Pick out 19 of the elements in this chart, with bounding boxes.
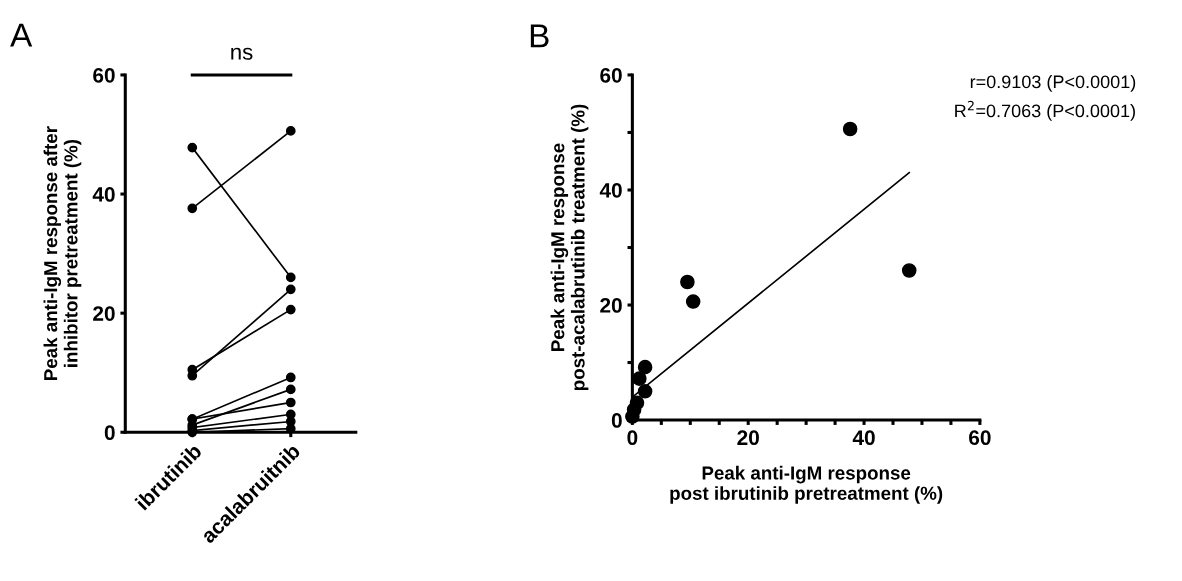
y-tick-label: 0 (611, 413, 622, 428)
annotation: r=0.9103 (P<0.0001) (970, 74, 1136, 92)
x-tick-label: 0 (627, 430, 638, 446)
text: ns (231, 47, 253, 60)
y-tick-label: 40 (92, 187, 115, 202)
y-tick-label: 60 (600, 67, 622, 83)
y-axis-title: Peak anti-IgM response after inhibitor pretreatment (%) (43, 126, 82, 380)
y-axis-title: Peak anti-IgM response post-acalabrutinib treatment (%) (550, 104, 589, 391)
x-axis-title: Peak anti-IgM response post ibrutinib pretreatment (%) (670, 465, 943, 504)
annotation: R$^{2}$=0.7063 (P<0.0001) (955, 100, 1135, 121)
x-tick-label: 20 (737, 430, 759, 446)
y-tick-label: 40 (599, 182, 622, 198)
chart-title: B (530, 24, 549, 48)
y-tick-label: 20 (600, 298, 622, 313)
y-tick-label: 60 (93, 67, 115, 83)
x-tick-label: 60 (969, 430, 991, 446)
x-tick-label: 40 (852, 430, 875, 446)
y-tick-label: 20 (93, 306, 115, 321)
chart-title: A (10, 23, 33, 47)
